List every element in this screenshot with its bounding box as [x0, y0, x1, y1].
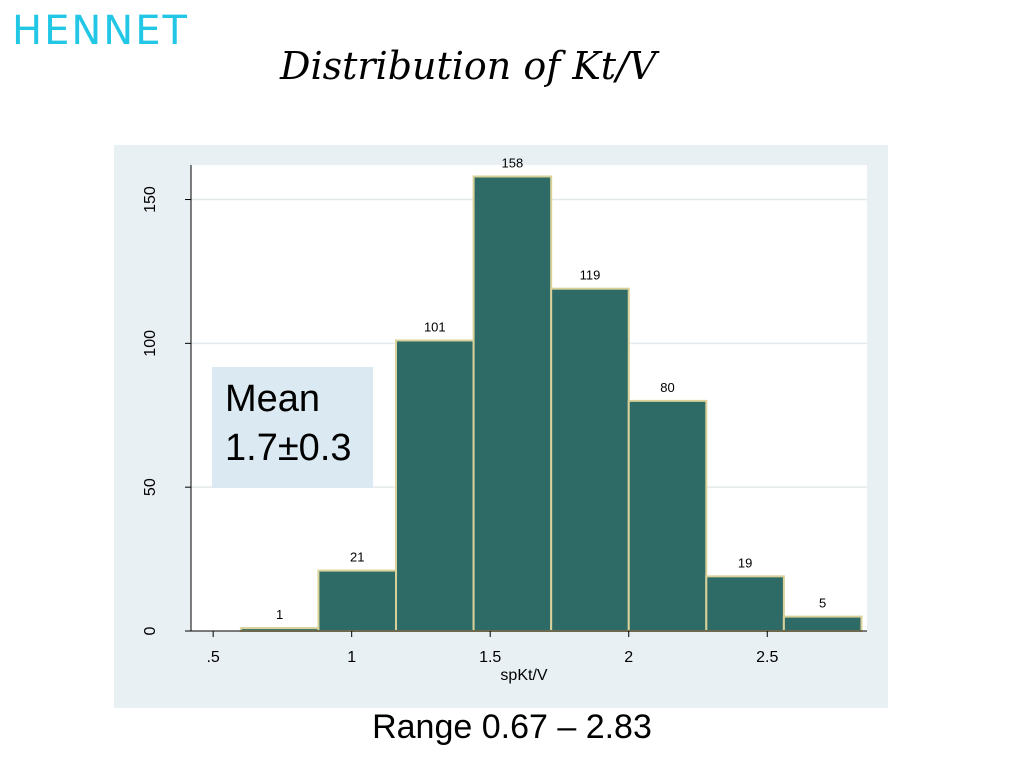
x-tick-label-0: .5: [206, 649, 219, 666]
bar-label-0: 1: [276, 607, 283, 622]
bar-7: [782, 615, 863, 632]
bar-label-3: 158: [502, 156, 524, 171]
bar-3: [472, 175, 553, 633]
x-tick-label-2: 1.5: [479, 649, 501, 666]
bar-label-2: 101: [424, 319, 446, 334]
mean-label: Mean: [225, 378, 321, 420]
bar-label-6: 19: [738, 555, 752, 570]
bar-label-1: 21: [350, 550, 364, 565]
slide-title: Distribution of Kt/V: [280, 44, 657, 88]
bar-2: [395, 339, 475, 632]
brand-logo: HENNET: [12, 8, 189, 54]
bar-label-5: 80: [660, 380, 674, 395]
y-tick-label-0: 0: [142, 626, 159, 635]
bar-4: [550, 287, 630, 633]
bar-label-4: 119: [580, 268, 601, 283]
mean-value: 1.7±0.3: [225, 427, 352, 470]
x-axis-title: spKt/V: [500, 667, 547, 684]
bar-1: [317, 569, 398, 632]
y-tick-label-50: 50: [142, 478, 159, 496]
y-tick-label-150: 150: [142, 186, 159, 213]
x-tick-label-4: 2.5: [756, 649, 778, 666]
bar-5: [627, 399, 708, 632]
x-tick-label-3: 2: [624, 649, 633, 666]
x-tick-label-1: 1: [347, 649, 356, 666]
bar-6: [705, 575, 785, 632]
chart-panel: 1 21 101 158 119 80 19 5 0 50 100 150.5 1 1.5 2 2.5 spKt…: [114, 145, 888, 708]
y-tick-label-100: 100: [142, 330, 159, 357]
range-note: Range 0.67 – 2.83: [372, 708, 652, 746]
bar-label-7: 5: [819, 596, 826, 611]
mean-annotation-box: Mean 1.7±0.3: [212, 367, 373, 488]
